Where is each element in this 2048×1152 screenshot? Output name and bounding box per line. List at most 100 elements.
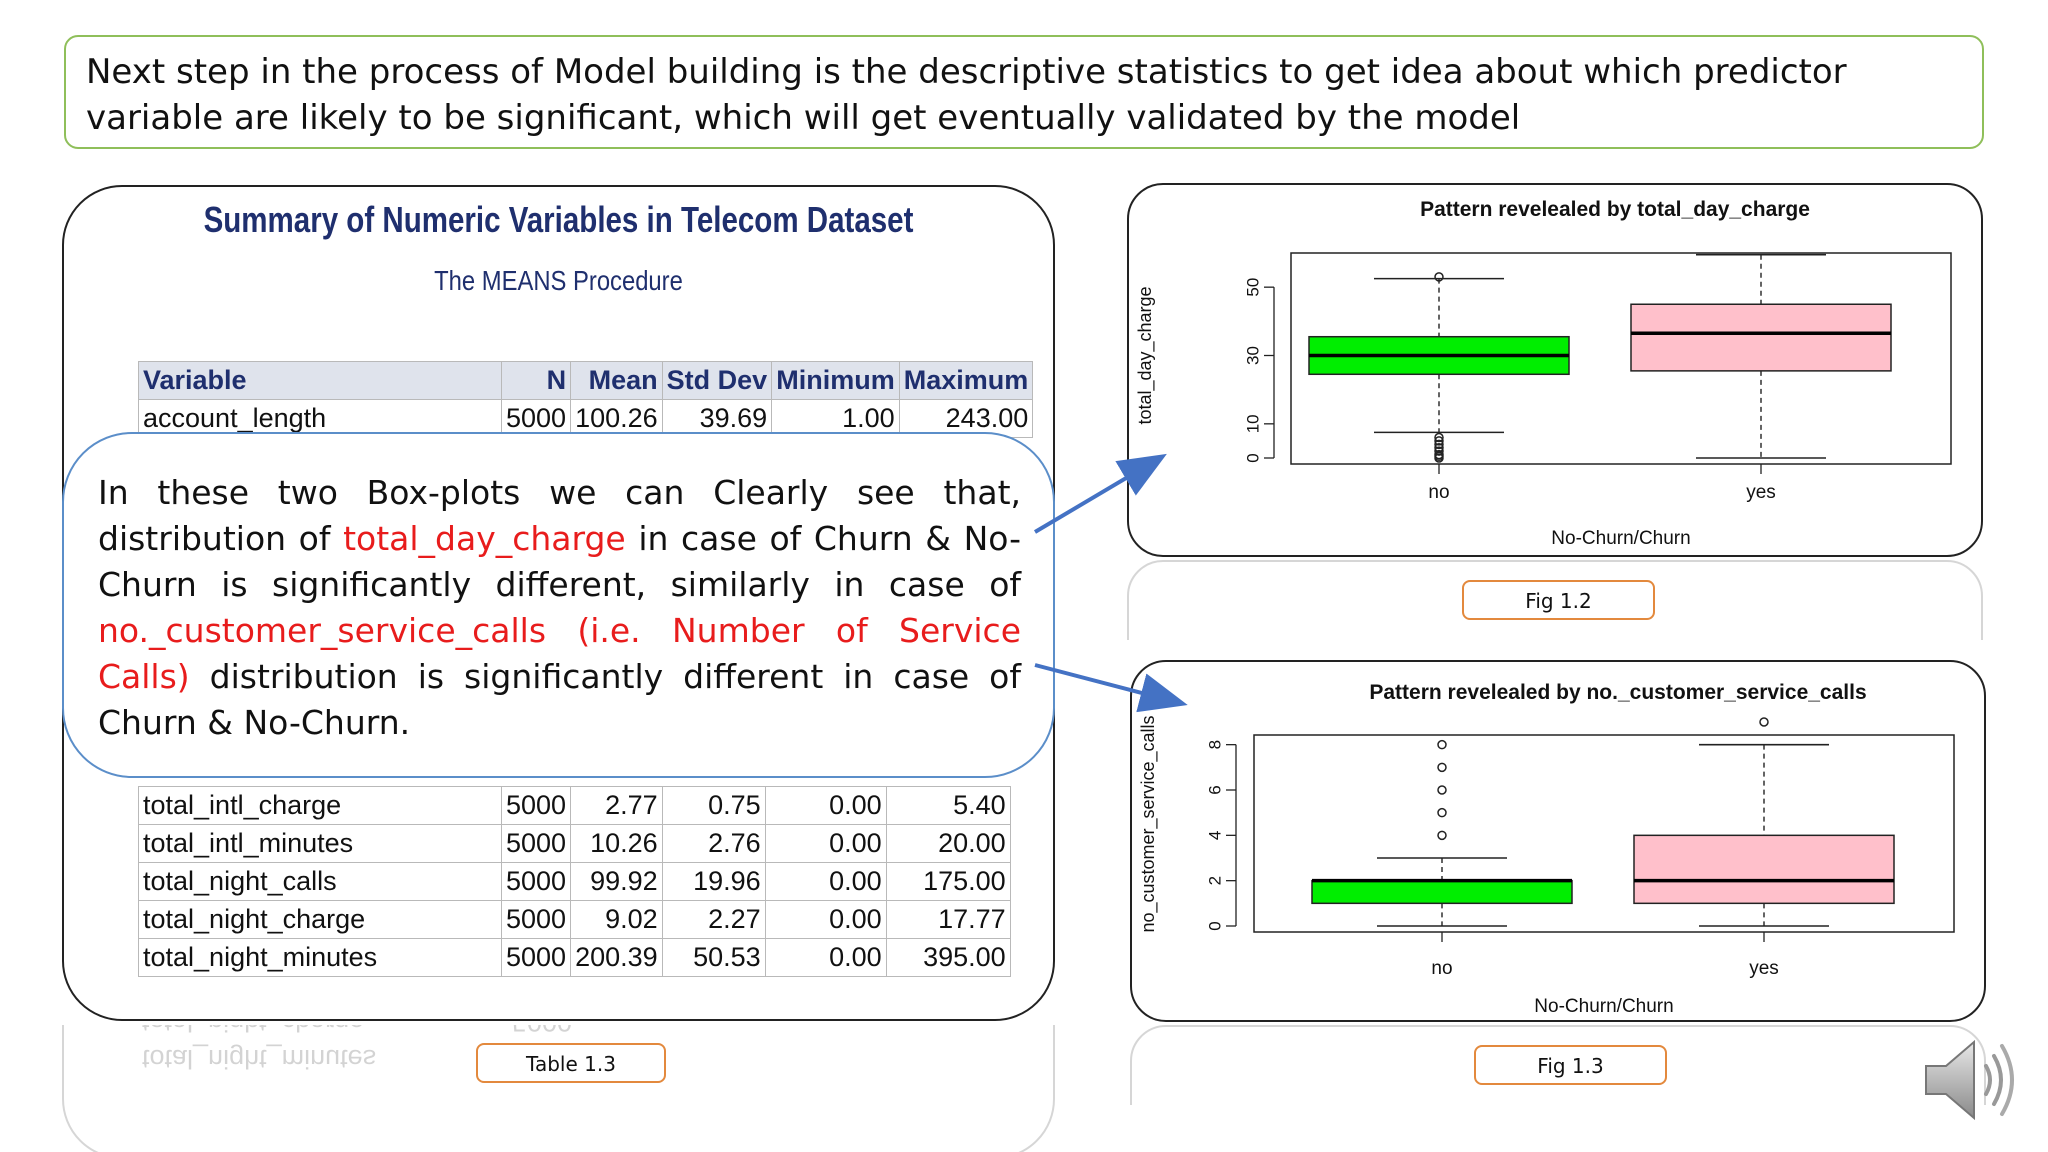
- cell-maximum: 17.77: [885, 900, 1011, 939]
- y-tick-label: 30: [1243, 346, 1262, 365]
- cell-n: 5000: [500, 824, 572, 863]
- caption-fig-1-3: Fig 1.3: [1474, 1045, 1667, 1085]
- caption-fig-1-2: Fig 1.2: [1462, 580, 1655, 620]
- cell-mean: 2.77: [570, 786, 663, 825]
- y-tick-label: 6: [1205, 785, 1224, 794]
- cell-std-dev: 2.76: [661, 824, 766, 863]
- y-tick-label: 0: [1205, 921, 1224, 930]
- x-tick-label: no: [1428, 482, 1449, 503]
- y-axis-label: no_customer_service_calls: [1138, 715, 1159, 932]
- cell-variable: total_intl_charge: [138, 786, 502, 825]
- cell-maximum: 175.00: [885, 862, 1011, 901]
- cell-maximum: 20.00: [885, 824, 1011, 863]
- cell-mean: 10.26: [570, 824, 663, 863]
- callout-highlight-day-charge: total_day_charge: [343, 519, 626, 558]
- table-row: total_night_calls 5000 99.92 19.96 0.00 …: [138, 862, 1011, 901]
- cell-variable: account_length: [138, 399, 502, 438]
- y-tick-label: 50: [1243, 278, 1262, 297]
- cell-std-dev: 50.53: [661, 938, 766, 977]
- speaker-icon[interactable]: [1918, 1030, 2028, 1130]
- boxplot-panel-day-charge: Pattern revelealed by total_day_charge 0 1…: [1127, 183, 1983, 557]
- y-axis-label: total_day_charge: [1135, 286, 1156, 424]
- table-row: total_intl_minutes 5000 10.26 2.76 0.00 …: [138, 824, 1011, 863]
- caption-table-1-3: Table 1.3: [476, 1043, 666, 1083]
- reflect-var: total_night_charge: [142, 1025, 512, 1040]
- cell-n: 5000: [500, 399, 572, 438]
- cell-minimum: 0.00: [764, 938, 887, 977]
- outlier-point: [1437, 830, 1447, 841]
- callout-text-3: distribution is significantly different …: [98, 657, 1021, 742]
- callout-text-2: in case of Churn & No-Churn is significa…: [98, 519, 1021, 604]
- boxplot-panel-service-calls: Pattern revelealed by no._customer_servi…: [1130, 660, 1986, 1022]
- cell-minimum: 0.00: [764, 824, 887, 863]
- outlier-point: [1434, 272, 1444, 282]
- explanation-callout: In these two Box-plots we can Clearly se…: [62, 432, 1055, 778]
- cell-std-dev: 19.96: [661, 862, 766, 901]
- cell-std-dev: 39.69: [661, 399, 773, 438]
- table-row: total_night_minutes 5000 200.39 50.53 0.…: [138, 938, 1011, 977]
- x-tick-label: yes: [1746, 482, 1776, 503]
- cell-variable: total_night_minutes: [138, 938, 502, 977]
- header-minimum: Minimum: [771, 361, 900, 400]
- cell-minimum: 1.00: [771, 399, 900, 438]
- cell-variable: total_night_charge: [138, 900, 502, 939]
- outlier-point: [1434, 443, 1444, 453]
- cell-mean: 100.26: [570, 399, 663, 438]
- box-yes: [1633, 834, 1895, 905]
- chart-title: Pattern revelealed by total_day_charge: [1420, 198, 1810, 221]
- outlier-point: [1437, 785, 1447, 795]
- plot-frame: [1253, 734, 1955, 933]
- cell-n: 5000: [500, 862, 572, 901]
- cell-std-dev: 0.75: [661, 786, 766, 825]
- header-mean: Mean: [570, 361, 663, 400]
- cell-minimum: 0.00: [764, 786, 887, 825]
- cell-variable: total_intl_minutes: [138, 824, 502, 863]
- cell-minimum: 0.00: [764, 900, 887, 939]
- y-tick-label: 4: [1205, 831, 1224, 840]
- table-row: total_intl_charge 5000 2.77 0.75 0.00 5.…: [138, 786, 1011, 825]
- boxplot-service-calls: Pattern revelealed by no._customer_servi…: [1138, 681, 1955, 1017]
- x-tick-label: yes: [1749, 958, 1779, 979]
- header-variable: Variable: [138, 361, 502, 400]
- reflect-var: total_night_minutes: [142, 1044, 377, 1074]
- y-tick-label: 10: [1243, 414, 1262, 433]
- intro-banner: Next step in the process of Model buildi…: [64, 35, 1984, 149]
- cell-minimum: 0.00: [764, 862, 887, 901]
- header-std-dev: Std Dev: [661, 361, 773, 400]
- cell-variable: total_night_calls: [138, 862, 502, 901]
- outlier-point: [1434, 432, 1444, 443]
- outlier-point: [1437, 762, 1447, 773]
- table-row: total_night_charge 5000 9.02 2.27 0.00 1…: [138, 900, 1011, 939]
- cell-mean: 9.02: [570, 900, 663, 939]
- table-row: account_length 5000 100.26 39.69 1.00 24…: [138, 399, 1034, 438]
- y-tick-label: 0: [1243, 453, 1262, 462]
- x-axis-label: No-Churn/Churn: [1534, 996, 1673, 1017]
- y-tick-label: 8: [1205, 740, 1224, 749]
- outlier-point: [1434, 436, 1444, 446]
- cell-mean: 99.92: [570, 862, 663, 901]
- reflect-n: 5000: [512, 1025, 892, 1040]
- x-axis-label: No-Churn/Churn: [1551, 528, 1690, 549]
- cell-maximum: 395.00: [885, 938, 1011, 977]
- table-title: Summary of Numeric Variables in Telecom …: [203, 199, 914, 240]
- y-tick-label: 2: [1205, 876, 1224, 885]
- fig12-reflection: [1127, 560, 1983, 640]
- header-n: N: [500, 361, 572, 400]
- x-tick-label: no: [1431, 958, 1452, 979]
- cell-maximum: 5.40: [885, 786, 1011, 825]
- outlier-point: [1437, 739, 1447, 750]
- intro-text: Next step in the process of Model buildi…: [86, 52, 1847, 138]
- cell-n: 5000: [500, 786, 572, 825]
- stats-table-bottom: total_intl_charge 5000 2.77 0.75 0.00 5.…: [138, 786, 1011, 977]
- boxplot-day-charge: Pattern revelealed by total_day_charge 0 1…: [1135, 198, 1952, 549]
- outlier-point: [1434, 449, 1444, 460]
- outlier-point: [1434, 446, 1444, 456]
- callout-highlight-service-calls: no._customer_service_calls (i.e. Number …: [98, 611, 1021, 696]
- cell-n: 5000: [500, 900, 572, 939]
- chart-title: Pattern revelealed by no._customer_servi…: [1369, 681, 1866, 704]
- table-header-row: Variable N Mean Std Dev Minimum Maximum: [138, 361, 1034, 400]
- callout-text-1: In these two Box-plots we can Clearly se…: [98, 473, 1021, 558]
- table-subtitle: The MEANS Procedure: [434, 265, 683, 296]
- cell-std-dev: 2.27: [661, 900, 766, 939]
- stats-table-top: Variable N Mean Std Dev Minimum Maximum …: [138, 361, 1034, 438]
